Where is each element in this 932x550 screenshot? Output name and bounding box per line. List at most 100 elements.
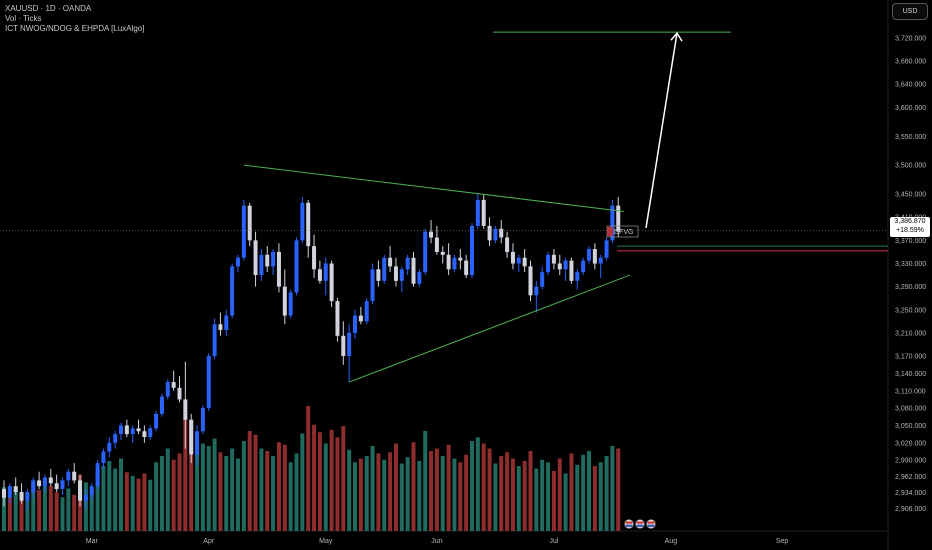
candle	[358, 306, 363, 325]
volume-bar	[218, 452, 223, 531]
candle	[200, 405, 205, 435]
volume-bar	[329, 429, 334, 531]
candle	[411, 251, 416, 287]
price-tick-label: 3,170.000	[895, 354, 926, 361]
volume-bar	[446, 444, 451, 531]
candle-body	[528, 266, 533, 296]
candle	[159, 393, 164, 417]
flag-icon-stripe	[636, 524, 644, 527]
volume-bar	[353, 462, 357, 531]
projection-arrow[interactable]	[645, 33, 678, 229]
volume-bar	[405, 457, 410, 531]
volume-indicator-label[interactable]: Vol · Ticks	[5, 14, 42, 23]
candle	[370, 263, 375, 304]
candle-body	[124, 425, 129, 435]
candle	[288, 289, 293, 319]
economic-event-icon[interactable]	[646, 519, 656, 529]
candle-body	[487, 225, 492, 241]
candle	[551, 249, 556, 270]
time-tick-label: Jul	[549, 538, 558, 545]
volume-bar	[434, 448, 439, 531]
volume-bar	[241, 441, 246, 531]
candle-body	[206, 356, 211, 409]
candle-body	[271, 251, 276, 267]
volume-bar	[107, 461, 112, 531]
candle	[136, 419, 141, 435]
candle-body	[557, 263, 562, 270]
volume-bar	[42, 481, 47, 531]
economic-event-icon[interactable]	[624, 519, 634, 529]
flag-icon-circle	[635, 519, 645, 529]
candle	[423, 228, 428, 276]
candle-body	[458, 257, 463, 261]
candle	[212, 318, 217, 359]
volume-bar	[159, 456, 164, 531]
candle-body	[171, 382, 176, 388]
luxalgo-indicator-label[interactable]: ICT NWOG/NDOG & EHPDA [LuxAlgo]	[5, 24, 145, 33]
candle-body	[587, 249, 591, 261]
candle	[429, 220, 434, 244]
candle	[399, 266, 404, 293]
candle	[7, 483, 12, 504]
volume-bar	[66, 488, 71, 531]
candle	[206, 353, 211, 411]
flag-icon-stripe	[647, 521, 655, 524]
currency-button[interactable]: USD	[892, 3, 928, 20]
candle	[300, 196, 305, 244]
volume-bar	[557, 458, 562, 531]
candle-body	[294, 240, 299, 293]
candle	[66, 468, 71, 487]
candle-body	[464, 260, 469, 276]
price-tick-label: 3,110.000	[895, 388, 926, 395]
candle	[42, 474, 47, 492]
candle-body	[200, 408, 205, 432]
candle-body	[224, 315, 229, 331]
candle-body	[312, 246, 317, 270]
volume-bar	[429, 451, 434, 531]
candle	[557, 254, 562, 276]
candle	[341, 321, 346, 365]
candle	[516, 254, 521, 273]
candle-body	[130, 428, 135, 435]
volume-bar	[581, 454, 586, 531]
candle-body	[481, 199, 486, 226]
upper-trendline[interactable]	[243, 164, 625, 212]
price-tick-label: 3,640.000	[895, 82, 926, 89]
volume-bar	[563, 473, 568, 531]
volume-bar	[522, 461, 527, 531]
price-tick-label: 3,020.000	[895, 440, 926, 447]
candle	[446, 243, 451, 276]
symbol-info[interactable]: XAUUSD · 1D · OANDA	[5, 4, 92, 13]
candle	[493, 225, 498, 244]
candle-body	[353, 315, 357, 333]
time-axis[interactable]: Mar Apr May Jun Jul Aug Sep	[86, 538, 789, 545]
volume-bar	[376, 453, 381, 531]
candle-body	[230, 266, 235, 316]
volume-bar	[341, 426, 346, 531]
economic-event-icon[interactable]	[635, 519, 645, 529]
volume-bar	[487, 448, 492, 531]
candle-body	[551, 254, 556, 264]
candle	[72, 463, 77, 484]
candle	[405, 254, 410, 276]
candle-body	[592, 249, 597, 264]
candle	[364, 298, 369, 325]
candle	[440, 246, 445, 264]
candle	[306, 199, 311, 258]
candle	[253, 231, 258, 287]
price-tick-label: 3,550.000	[895, 134, 926, 141]
candle-body	[616, 205, 621, 232]
candle	[89, 483, 94, 501]
volume-bar	[604, 456, 609, 531]
candle	[247, 202, 252, 247]
candle-body	[604, 240, 609, 258]
price-tick-label: 3,720.000	[895, 35, 926, 42]
volume-bar	[505, 452, 510, 531]
candle	[534, 280, 539, 313]
candle-body	[540, 272, 545, 287]
price-tick-label: 3,450.000	[895, 192, 926, 199]
flag-icon-stripe	[625, 524, 633, 527]
lower-trendline[interactable]	[348, 274, 631, 383]
candle-body	[288, 292, 293, 316]
